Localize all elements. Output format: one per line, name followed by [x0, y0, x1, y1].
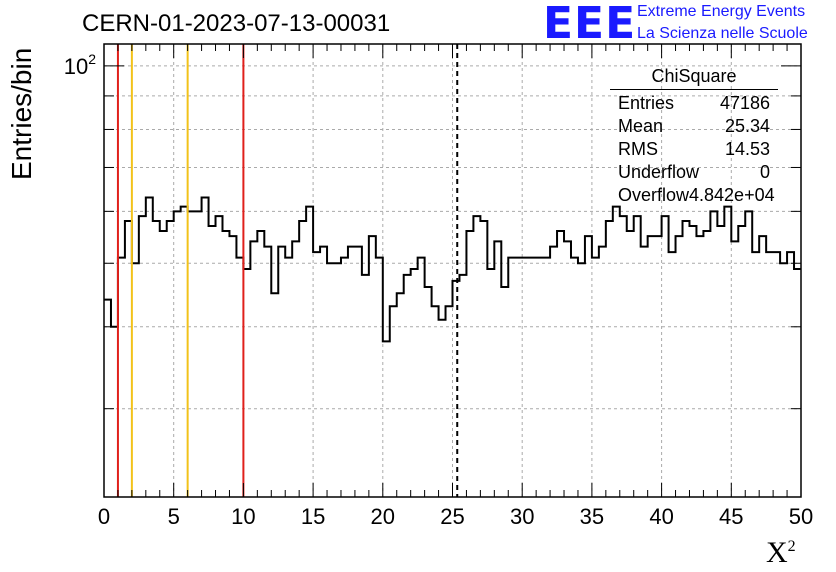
stats-row-overflow: Overflow 4.842e+04: [618, 185, 775, 205]
x-axis-label: X2: [766, 536, 796, 569]
x-tick-label: 15: [301, 504, 325, 529]
stats-box: ChiSquare Entries 47186 Mean 25.34 RMS 14.5…: [610, 66, 778, 207]
x-tick-label: 30: [510, 504, 534, 529]
org-name-line2: La Scienza nelle Scuole: [637, 25, 808, 42]
x-tick-label: 50: [789, 504, 813, 529]
stats-row-rms: RMS 14.53: [618, 139, 770, 159]
y-axis-label: Entries/bin: [6, 47, 37, 180]
grid: [104, 44, 801, 497]
eee-logo: EEE: [543, 0, 637, 49]
histogram-series: [104, 196, 801, 343]
stats-title: ChiSquare: [610, 66, 778, 90]
x-tick-label: 40: [649, 504, 673, 529]
x-tick-label: 45: [719, 504, 743, 529]
y-tick-label: 102: [64, 51, 96, 79]
org-name-line1: Extreme Energy Events: [637, 3, 806, 20]
x-tick-label: 0: [98, 504, 110, 529]
cut-lines: [116, 44, 459, 497]
run-title: CERN-01-2023-07-13-00031: [82, 10, 391, 37]
histogram-line: [104, 196, 801, 343]
stats-row-mean: Mean 25.34: [618, 116, 770, 136]
x-axis-ticks: 0 5 10 15 20 25 30 35 40 45 50: [98, 44, 813, 529]
x-tick-label: 10: [231, 504, 255, 529]
x-tick-label: 35: [580, 504, 604, 529]
stats-row-entries: Entries 47186: [618, 93, 770, 113]
x-tick-label: 25: [440, 504, 464, 529]
x-tick-label: 5: [168, 504, 180, 529]
x-tick-label: 20: [371, 504, 395, 529]
stats-row-underflow: Underflow 0: [618, 162, 770, 182]
